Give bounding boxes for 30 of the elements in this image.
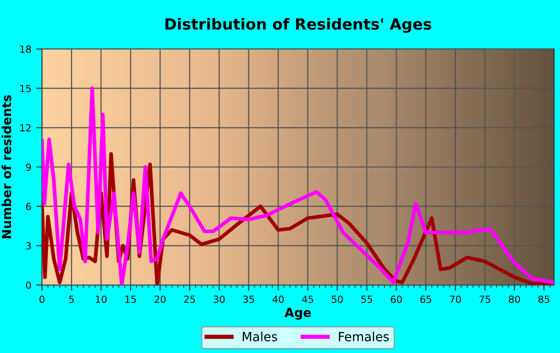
- x-tick-label: 15: [125, 296, 136, 303]
- y-tick-label: 3: [26, 242, 31, 250]
- x-tick-label: 65: [420, 296, 432, 303]
- x-tick-label: 75: [480, 296, 490, 303]
- x-tick-label: 35: [243, 296, 254, 303]
- x-tick-label: 30: [214, 296, 225, 303]
- y-tick-label: 18: [20, 45, 31, 53]
- y-tick-label: 6: [26, 202, 31, 210]
- x-tick-label: 50: [332, 296, 343, 303]
- chart-title: Distribution of Residents' Ages: [165, 18, 432, 33]
- y-tick-label: 9: [26, 163, 31, 171]
- x-tick-label: 85: [538, 296, 550, 303]
- x-tick-label: 60: [390, 296, 402, 303]
- x-tick-label: 45: [302, 296, 314, 303]
- x-tick-label: 55: [361, 296, 372, 303]
- x-axis-title: Age: [284, 308, 311, 320]
- legend-label: Males: [242, 332, 278, 342]
- x-tick-label: 5: [69, 296, 74, 303]
- x-tick-label: 25: [184, 296, 195, 303]
- y-axis-title: Number of residents: [2, 95, 12, 238]
- y-tick-label: 0: [26, 281, 31, 289]
- x-tick-label: 70: [450, 296, 461, 303]
- y-tick-label: 15: [20, 84, 31, 92]
- x-tick-label: 40: [272, 296, 284, 303]
- x-tick-label: 0: [40, 296, 44, 303]
- x-tick-label: 20: [154, 296, 166, 303]
- x-tick-label: 80: [508, 296, 520, 303]
- y-tick-label: 12: [20, 124, 31, 132]
- legend-label: Females: [338, 332, 389, 342]
- x-tick-label: 10: [96, 296, 107, 303]
